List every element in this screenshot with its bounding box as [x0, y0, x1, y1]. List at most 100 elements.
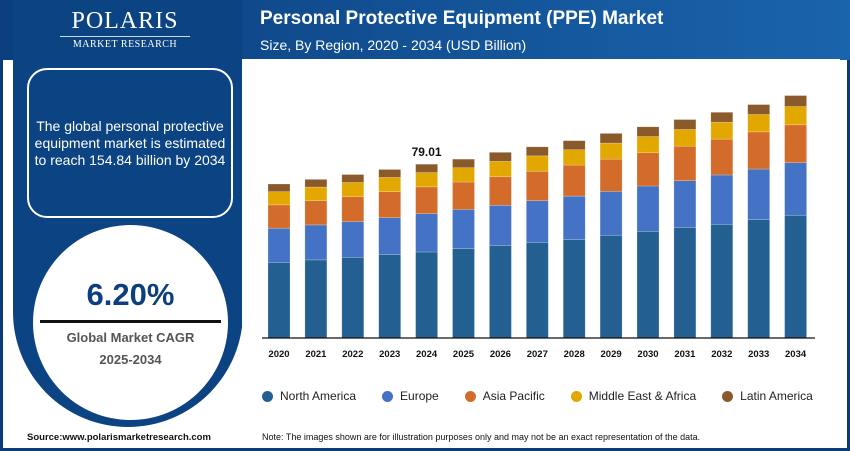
x-tick-label: 2023: [379, 349, 400, 360]
bar-segment-latin-america-2028: [562, 140, 586, 150]
cagr-divider: [40, 320, 221, 323]
chart-subtitle: Size, By Region, 2020 - 2034 (USD Billio…: [260, 37, 527, 53]
bar-segment-latin-america-2025: [452, 158, 475, 169]
bar-segment-latin-america-2033: [747, 104, 771, 115]
x-tick-label: 2025: [453, 349, 475, 360]
logo-divider: [60, 36, 190, 37]
bar-segment-north-america-2024: [415, 251, 438, 339]
bar-segment-asia-pacific-2030: [636, 152, 660, 187]
bar-segment-north-america-2027: [525, 242, 549, 339]
legend-dot-icon: [382, 390, 394, 402]
bar-segment-europe-2020: [267, 227, 291, 263]
bar-segment-middle-east-africa-2030: [636, 136, 660, 154]
legend-item: Asia Pacific: [464, 389, 545, 403]
bar-segment-europe-2029: [599, 191, 623, 236]
bar-segment-middle-east-africa-2033: [747, 114, 771, 133]
x-tick-label: 2029: [601, 349, 622, 360]
legend-item: North America: [262, 389, 356, 403]
bar-segment-asia-pacific-2020: [267, 204, 291, 229]
info-text: The global personal protective equipment…: [34, 117, 226, 168]
bar-segment-middle-east-africa-2031: [673, 129, 697, 147]
bar-segment-latin-america-2022: [341, 174, 365, 183]
data-label: 79.01: [412, 145, 442, 159]
bar-segment-latin-america-2024: [415, 163, 438, 173]
bar-segment-asia-pacific-2029: [599, 158, 623, 192]
note-text: Note: The images shown are for illustrat…: [262, 432, 701, 442]
bar-segment-latin-america-2030: [636, 126, 660, 137]
x-tick-label: 2031: [674, 349, 696, 360]
bar-segment-asia-pacific-2023: [378, 191, 401, 218]
x-tick-label: 2026: [490, 349, 511, 360]
bar-segment-latin-america-2031: [673, 119, 697, 130]
legend-label: Latin America: [740, 389, 813, 403]
bar-segment-latin-america-2020: [267, 183, 291, 192]
bar-segment-europe-2034: [784, 162, 807, 216]
x-tick-label: 2022: [342, 349, 363, 360]
legend-label: Europe: [400, 389, 439, 403]
x-tick-label: 2032: [711, 349, 732, 360]
logo-sub: MARKET RESEARCH: [72, 39, 178, 50]
bar-segment-middle-east-africa-2021: [304, 186, 328, 202]
legend-dot-icon: [262, 390, 273, 402]
bar-segment-asia-pacific-2033: [747, 131, 771, 170]
bar-segment-asia-pacific-2024: [415, 186, 438, 215]
cagr-label-text: Global Market CAGR: [66, 330, 195, 345]
x-tick-label: 2033: [748, 349, 769, 360]
bar-segment-north-america-2031: [673, 227, 697, 339]
x-tick-label: 2021: [305, 349, 327, 360]
bar-segment-middle-east-africa-2022: [341, 182, 365, 198]
bar-segment-north-america-2030: [636, 231, 660, 339]
legend-item: Middle East & Africa: [570, 389, 696, 403]
legend-item: Europe: [382, 389, 439, 403]
x-tick-label: 2027: [527, 349, 548, 360]
bar-segment-europe-2023: [378, 217, 401, 255]
bar-segment-north-america-2021: [304, 259, 328, 339]
cagr-value: 6.20%: [86, 277, 175, 312]
bar-segment-asia-pacific-2032: [710, 138, 734, 176]
legend-dot-icon: [722, 390, 734, 402]
bar-segment-middle-east-africa-2029: [599, 142, 623, 160]
source-text: Source:www.polarismarketresearch.com: [27, 432, 211, 443]
bar-segment-europe-2032: [710, 174, 734, 225]
bar-segment-europe-2027: [525, 200, 549, 243]
bar-segment-europe-2021: [304, 224, 328, 261]
logo-name: POLARIS: [71, 8, 179, 34]
x-tick-label: 2024: [416, 349, 438, 360]
bar-segment-north-america-2028: [562, 239, 586, 339]
bar-segment-asia-pacific-2031: [673, 145, 697, 182]
bar-segment-north-america-2023: [378, 254, 401, 339]
bar-segment-middle-east-africa-2032: [710, 121, 734, 140]
bar-segment-asia-pacific-2028: [562, 164, 586, 197]
bar-segment-europe-2025: [452, 209, 475, 249]
x-tick-label: 2020: [268, 349, 289, 360]
legend-item: Latin America: [722, 389, 813, 403]
x-tick-label: 2030: [637, 349, 658, 360]
bar-segment-europe-2031: [673, 180, 697, 228]
bar-segment-latin-america-2027: [525, 146, 549, 157]
polaris-logo: POLARIS MARKET RESEARCH: [60, 8, 190, 50]
bar-segment-middle-east-africa-2034: [784, 106, 807, 126]
bar-segment-north-america-2034: [784, 214, 807, 339]
x-tick-label: 2034: [785, 349, 807, 360]
bar-segment-latin-america-2026: [489, 152, 512, 162]
bar-segment-middle-east-africa-2025: [452, 167, 475, 183]
bar-segment-north-america-2026: [489, 245, 512, 339]
bar-segment-north-america-2022: [341, 257, 365, 339]
bar-segment-latin-america-2023: [378, 169, 401, 178]
bar-segment-europe-2024: [415, 213, 438, 253]
bar-segment-latin-america-2029: [599, 133, 623, 144]
cagr-period: 2025-2034: [99, 352, 162, 367]
bar-segment-europe-2022: [341, 221, 365, 258]
bar-segment-europe-2030: [636, 185, 660, 232]
cagr-circle: 6.20% Global Market CAGR 2025-2034: [33, 225, 228, 420]
bar-segment-middle-east-africa-2026: [489, 161, 512, 178]
x-tick-label: 2028: [564, 349, 585, 360]
bar-segment-middle-east-africa-2027: [525, 155, 549, 172]
bar-segment-north-america-2020: [267, 262, 291, 339]
bar-segment-asia-pacific-2021: [304, 200, 328, 226]
bar-segment-europe-2033: [747, 168, 771, 220]
stacked-bar-chart: 2020 2021 2022 2023 2024 79.01 2025 2026 2027 202…: [262, 95, 815, 360]
bar-segment-middle-east-africa-2028: [562, 149, 586, 166]
bar-segment-latin-america-2034: [784, 95, 807, 107]
legend-label: North America: [280, 389, 357, 403]
